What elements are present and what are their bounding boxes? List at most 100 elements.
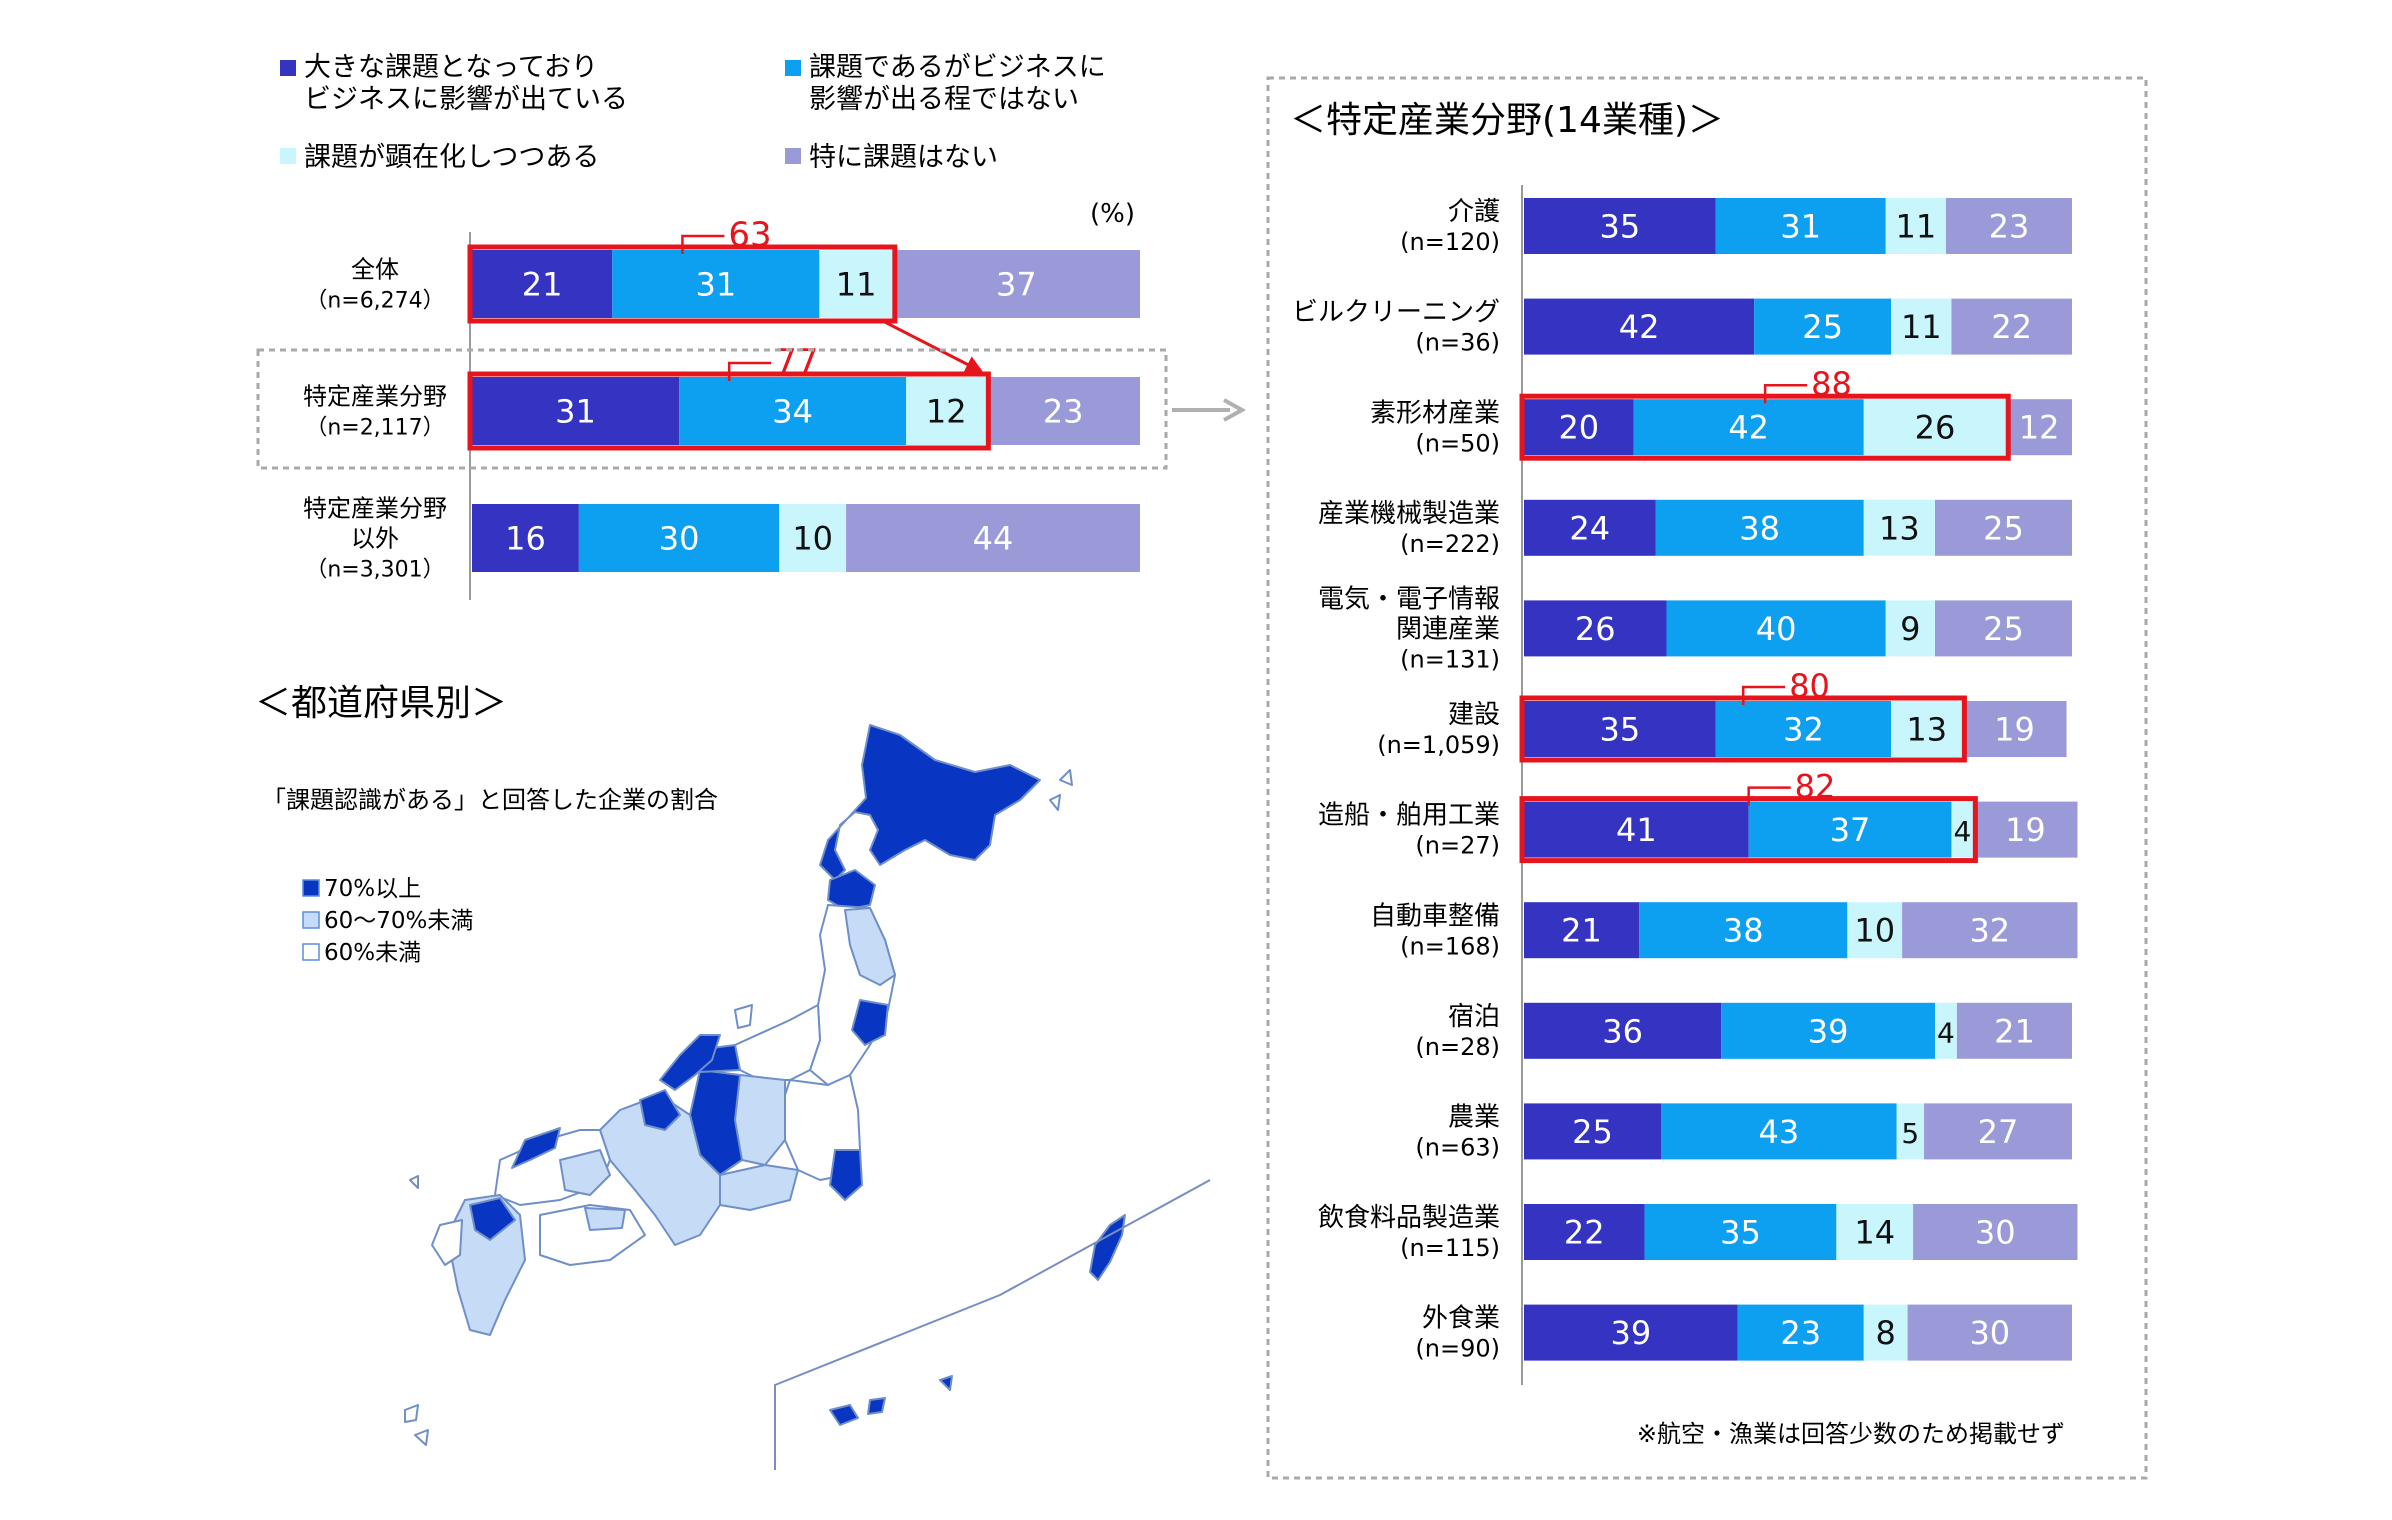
annotation-bracket	[1747, 786, 1791, 806]
bar-segment	[1902, 902, 2078, 959]
map-region-iwate	[844, 907, 896, 986]
bar-segment	[472, 504, 579, 572]
map-region-ishikawa	[659, 1034, 721, 1091]
bar-segment	[1524, 701, 1716, 757]
category-label: (n=50)	[1415, 429, 1500, 457]
category-label: 介護	[1448, 197, 1500, 227]
category-label: (n=1,059)	[1377, 731, 1500, 759]
category-label: (n=90)	[1415, 1335, 1500, 1363]
legend-item-no-issue: 特に課題はない	[785, 142, 998, 173]
bar-segment	[1896, 1103, 1925, 1160]
bar-segment	[1715, 701, 1892, 757]
category-label: 建設	[1448, 700, 1500, 730]
bar-segment	[1973, 801, 2078, 858]
bar-segment	[1715, 198, 1886, 254]
bar-segment	[1737, 1304, 1864, 1361]
gray-arrow	[1172, 398, 1247, 422]
bar-segment	[1524, 600, 1667, 657]
data-label: 32	[1783, 711, 1824, 749]
map-region-sado	[734, 1004, 753, 1029]
data-label: 31	[1780, 208, 1821, 246]
data-label: 23	[1780, 1314, 1821, 1352]
data-label: 12	[2019, 409, 2060, 447]
legend-label: 大きな課題となっており	[304, 52, 598, 83]
bar-segment	[1891, 298, 1952, 355]
bar-segment	[1935, 499, 2072, 556]
category-label: (n=115)	[1400, 1234, 1500, 1262]
category-label: 外食業	[1422, 1304, 1500, 1334]
category-label: 造船・舶用工業	[1318, 801, 1500, 831]
bar-segment	[1524, 1103, 1661, 1160]
map-legend-label: 70%以上	[324, 876, 421, 902]
bar-segment	[1863, 499, 1935, 556]
right-panel-footnote: ※航空・漁業は回答少数のため掲載せず	[1637, 1420, 2065, 1448]
bar-segment	[1885, 198, 1946, 254]
map-caption: 「課題認識がある」と回答した企業の割合	[262, 786, 718, 814]
annotation-bracket	[1763, 383, 1808, 404]
map-inset-frame	[774, 1179, 1211, 1470]
annotation-arrow	[884, 320, 984, 373]
map-region-okinawa	[1089, 1214, 1126, 1281]
annotation-label: 88	[1811, 365, 1852, 403]
category-label: (n=120)	[1400, 228, 1500, 256]
data-label: 13	[1879, 509, 1920, 547]
bar-segment	[1885, 600, 1935, 657]
data-label: 21	[1561, 912, 1602, 950]
data-label: 35	[1720, 1214, 1761, 1252]
map-region-small-islands	[404, 769, 1073, 1446]
bar-segment	[1666, 600, 1886, 657]
data-label: 9	[1900, 610, 1920, 648]
map-region-nagasaki	[431, 1219, 463, 1266]
data-label: 37	[1830, 811, 1871, 849]
bar-segment	[1524, 1204, 1645, 1260]
category-label: 関連産業	[1396, 615, 1500, 645]
bar-segment	[578, 504, 780, 572]
data-label: 8	[1876, 1314, 1896, 1352]
data-label: 22	[1564, 1214, 1605, 1252]
map-region-shiga	[639, 1089, 681, 1131]
data-label: 32	[1969, 912, 2010, 950]
bar-segment	[1524, 198, 1716, 254]
map-region-aomori	[827, 869, 876, 911]
map-region-tokai	[719, 1164, 799, 1211]
data-label: 43	[1758, 1113, 1799, 1151]
annotation-label: 77	[775, 342, 818, 382]
legend-label: 特に課題はない	[809, 142, 998, 173]
data-label: 26	[1915, 409, 1956, 447]
bar-segment	[906, 377, 987, 445]
legend-swatch	[280, 60, 296, 76]
data-label: 23	[1043, 393, 1084, 431]
bar-segment	[472, 250, 613, 318]
legend-swatch	[785, 148, 801, 164]
map-region-chiba	[829, 1149, 863, 1201]
data-label: 19	[2005, 811, 2046, 849]
category-label: 特定産業分野	[303, 494, 447, 522]
legend-label: 課題であるがビジネスに	[809, 52, 1106, 83]
data-label: 16	[505, 520, 546, 558]
map-legend-label: 60%未満	[324, 940, 421, 966]
map-region-kagawa	[584, 1207, 626, 1231]
data-label: 36	[1602, 1012, 1643, 1050]
category-label: 電気・電子情報	[1318, 585, 1500, 615]
category-label: 自動車整備	[1370, 901, 1500, 931]
map-region-hokkaido	[819, 724, 1041, 881]
bar-segment	[1836, 1204, 1914, 1260]
bar-segment	[1951, 298, 2072, 355]
data-label: 34	[772, 393, 813, 431]
data-label: 14	[1854, 1214, 1895, 1252]
legend-item-emerging: 課題が顕在化しつつある	[280, 142, 599, 173]
data-label: 44	[973, 520, 1014, 558]
bar-segment	[1524, 399, 1634, 456]
data-label: 20	[1558, 409, 1599, 447]
bar-segment	[986, 377, 1140, 445]
annotation-bracket	[1741, 685, 1786, 705]
bar-segment	[1754, 298, 1892, 355]
bar-segment	[1913, 1204, 2078, 1260]
bar-segment	[1644, 1204, 1837, 1260]
data-label: 39	[1611, 1314, 1652, 1352]
bar-segment	[779, 504, 847, 572]
bar-segment	[1956, 1002, 2072, 1059]
category-label: (n=28)	[1415, 1033, 1500, 1061]
